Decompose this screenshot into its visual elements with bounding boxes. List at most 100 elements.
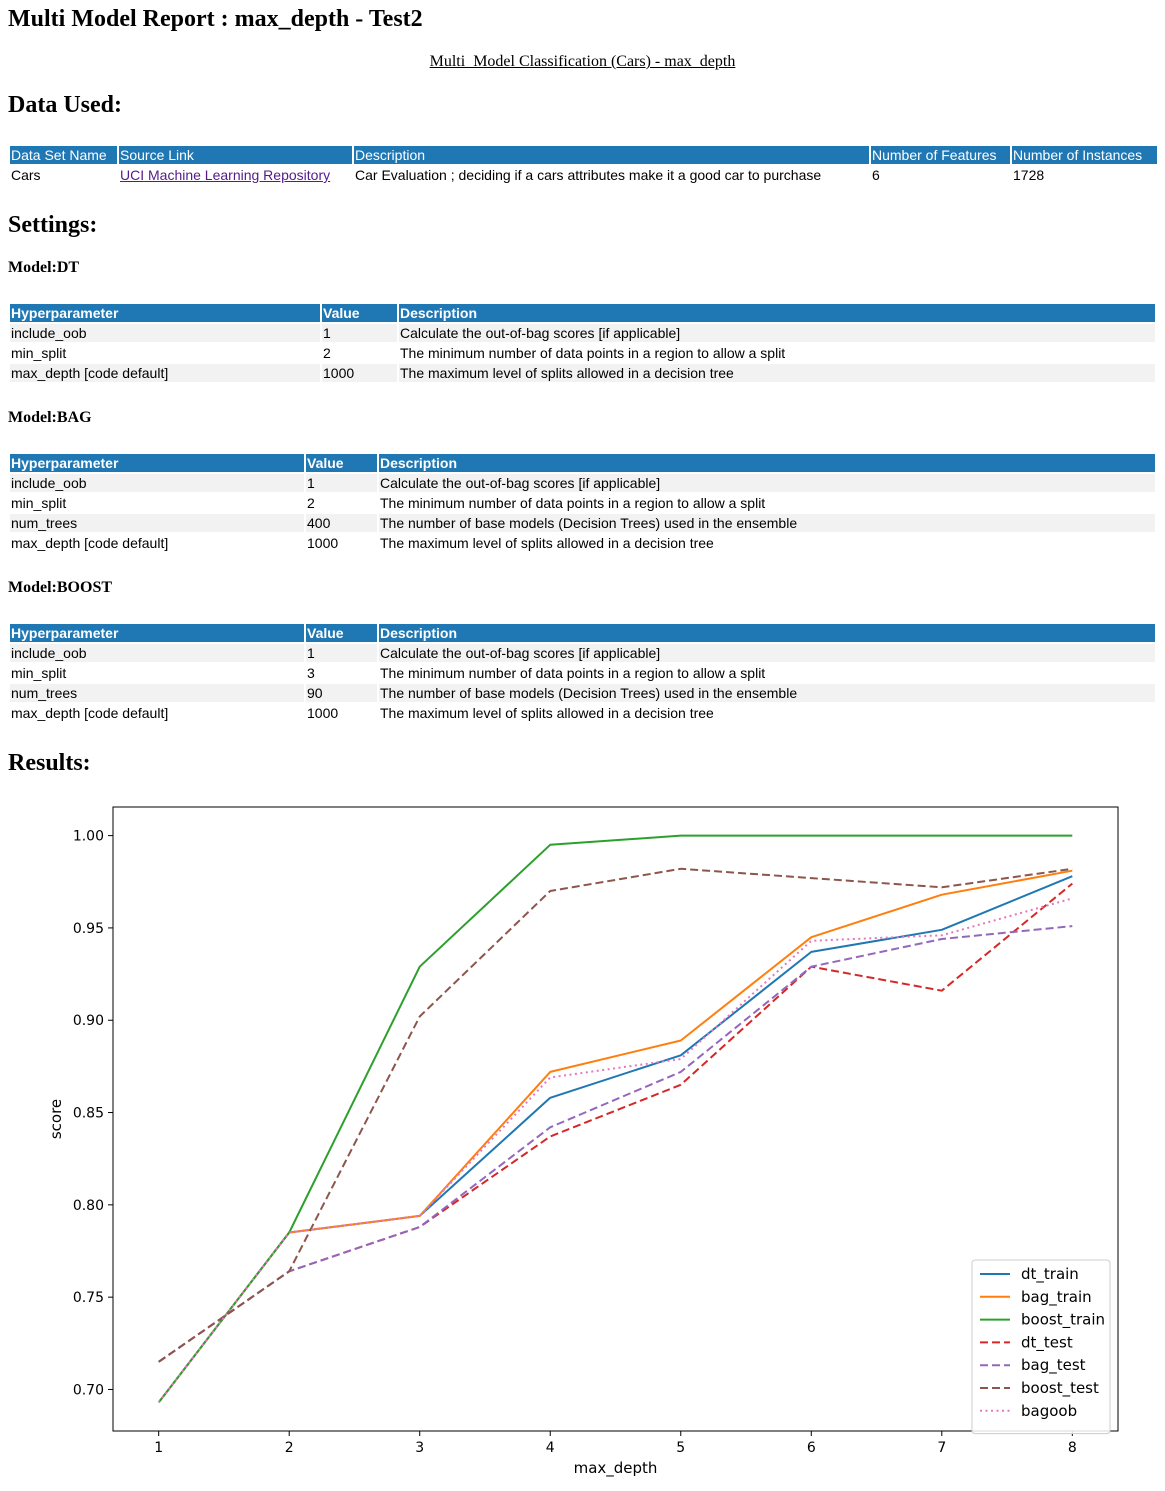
param-name: min_split	[10, 344, 320, 362]
table-row: num_trees 90 The number of base models (…	[10, 684, 1155, 702]
series-line-dt_test	[158, 882, 1073, 1363]
param-value: 400	[306, 514, 377, 532]
param-description: The minimum number of data points in a r…	[399, 344, 1155, 362]
column-header: Description	[379, 624, 1155, 642]
table-row: min_split 2 The minimum number of data p…	[10, 344, 1155, 362]
param-name: include_oob	[10, 474, 304, 492]
param-value: 1	[322, 324, 397, 342]
hyperparameter-table-boost: Hyperparameter Value Description include…	[8, 622, 1157, 724]
x-tick-label: 2	[285, 1440, 294, 1456]
param-description: Calculate the out-of-bag scores [if appl…	[379, 474, 1155, 492]
x-axis-label: max_depth	[574, 1459, 658, 1478]
param-name: max_depth [code default]	[10, 534, 304, 552]
dataset-name: Cars	[10, 166, 117, 184]
y-tick-label: 0.85	[73, 1106, 104, 1122]
y-tick-label: 0.95	[73, 921, 104, 937]
column-header: Description	[354, 146, 869, 164]
data-table: Data Set Name Source Link Description Nu…	[8, 144, 1159, 186]
table-row: Cars UCI Machine Learning Repository Car…	[10, 166, 1157, 184]
feature-count: 6	[871, 166, 1010, 184]
legend-label: bag_test	[1021, 1356, 1086, 1375]
table-row: include_oob 1 Calculate the out-of-bag s…	[10, 474, 1155, 492]
legend-label: bag_train	[1021, 1288, 1092, 1307]
column-header: Data Set Name	[10, 146, 117, 164]
table-row: max_depth [code default] 1000 The maximu…	[10, 534, 1155, 552]
param-description: Calculate the out-of-bag scores [if appl…	[379, 644, 1155, 662]
data-used-heading: Data Used:	[8, 92, 122, 118]
x-tick-label: 3	[415, 1440, 424, 1456]
table-row: num_trees 400 The number of base models …	[10, 514, 1155, 532]
results-line-chart: 1 2 3 4 5 6 7 8 0.70 0.75 0.80 0.85 0.90 0.95 1.00 max_…	[47, 806, 1119, 1478]
y-tick-label: 0.70	[73, 1382, 104, 1398]
column-header: Hyperparameter	[10, 624, 304, 642]
model-heading-boost: Model:BOOST	[8, 579, 113, 596]
param-name: include_oob	[10, 324, 320, 342]
param-value: 1	[306, 644, 377, 662]
series-line-dt_train	[157, 875, 1073, 1404]
param-value: 1000	[306, 704, 377, 722]
table-row: include_oob 1 Calculate the out-of-bag s…	[10, 324, 1155, 342]
param-value: 1	[306, 474, 377, 492]
param-description: The minimum number of data points in a r…	[379, 494, 1155, 512]
param-value: 90	[306, 684, 377, 702]
table-row: min_split 2 The minimum number of data p…	[10, 494, 1155, 512]
model-heading-bag: Model:BAG	[8, 409, 92, 426]
y-tick-label: 0.80	[73, 1198, 104, 1214]
column-header: Value	[306, 454, 377, 472]
param-value: 2	[322, 344, 397, 362]
legend-label: dt_test	[1021, 1333, 1073, 1352]
hyperparameter-table-bag: Hyperparameter Value Description include…	[8, 452, 1157, 554]
x-tick-label: 6	[807, 1440, 816, 1456]
series-line-bag_test	[158, 925, 1073, 1363]
table-row: max_depth [code default] 1000 The maximu…	[10, 364, 1155, 382]
series-line-boost_test	[158, 867, 1073, 1363]
hyperparameter-table-dt: Hyperparameter Value Description include…	[8, 302, 1157, 384]
param-description: The maximum level of splits allowed in a…	[379, 534, 1155, 552]
param-name: num_trees	[10, 514, 304, 532]
legend-label: boost_test	[1021, 1379, 1099, 1398]
table-header: Hyperparameter Value Description	[10, 454, 1155, 472]
column-header: Number of Instances	[1012, 146, 1157, 164]
param-description: The number of base models (Decision Tree…	[379, 684, 1155, 702]
settings-heading: Settings:	[8, 212, 98, 238]
legend-label: dt_train	[1021, 1265, 1079, 1284]
dataset-description: Car Evaluation ; deciding if a cars attr…	[354, 166, 869, 184]
y-axis-label: score	[47, 1099, 65, 1139]
series-line-boost_train	[157, 834, 1073, 1404]
param-value: 3	[306, 664, 377, 682]
series-line-bag_train	[157, 869, 1073, 1404]
param-name: min_split	[10, 664, 304, 682]
param-description: Calculate the out-of-bag scores [if appl…	[399, 324, 1155, 342]
x-tick-label: 7	[937, 1440, 946, 1456]
column-header: Description	[379, 454, 1155, 472]
table-row: include_oob 1 Calculate the out-of-bag s…	[10, 644, 1155, 662]
y-tick-label: 0.90	[73, 1013, 104, 1029]
y-tick-label: 1.00	[73, 829, 104, 845]
source-link[interactable]: UCI Machine Learning Repository	[120, 167, 331, 183]
plot-area-frame	[112, 806, 1119, 1432]
table-row: min_split 3 The minimum number of data p…	[10, 664, 1155, 682]
results-heading: Results:	[8, 750, 91, 776]
column-header: Hyperparameter	[10, 304, 320, 322]
column-header: Description	[399, 304, 1155, 322]
column-header: Value	[322, 304, 397, 322]
y-tick-label: 0.75	[73, 1290, 104, 1306]
report-subtitle: Multi_Model Classification (Cars) - max_…	[429, 53, 736, 70]
param-name: include_oob	[10, 644, 304, 662]
series-line-bagoob	[157, 897, 1073, 1404]
instance-count: 1728	[1012, 166, 1157, 184]
column-header: Hyperparameter	[10, 454, 304, 472]
source-cell: UCI Machine Learning Repository	[119, 166, 352, 184]
x-tick-label: 5	[676, 1440, 685, 1456]
param-description: The minimum number of data points in a r…	[379, 664, 1155, 682]
page-title: Multi Model Report : max_depth - Test2	[8, 6, 423, 32]
param-value: 1000	[322, 364, 397, 382]
table-header: Hyperparameter Value Description	[10, 304, 1155, 322]
column-header: Number of Features	[871, 146, 1010, 164]
param-description: The number of base models (Decision Tree…	[379, 514, 1155, 532]
x-tick-label: 1	[154, 1440, 163, 1456]
x-tick-label: 4	[546, 1440, 555, 1456]
param-name: min_split	[10, 494, 304, 512]
param-description: The maximum level of splits allowed in a…	[379, 704, 1155, 722]
data-table-header: Data Set Name Source Link Description Nu…	[10, 146, 1157, 164]
